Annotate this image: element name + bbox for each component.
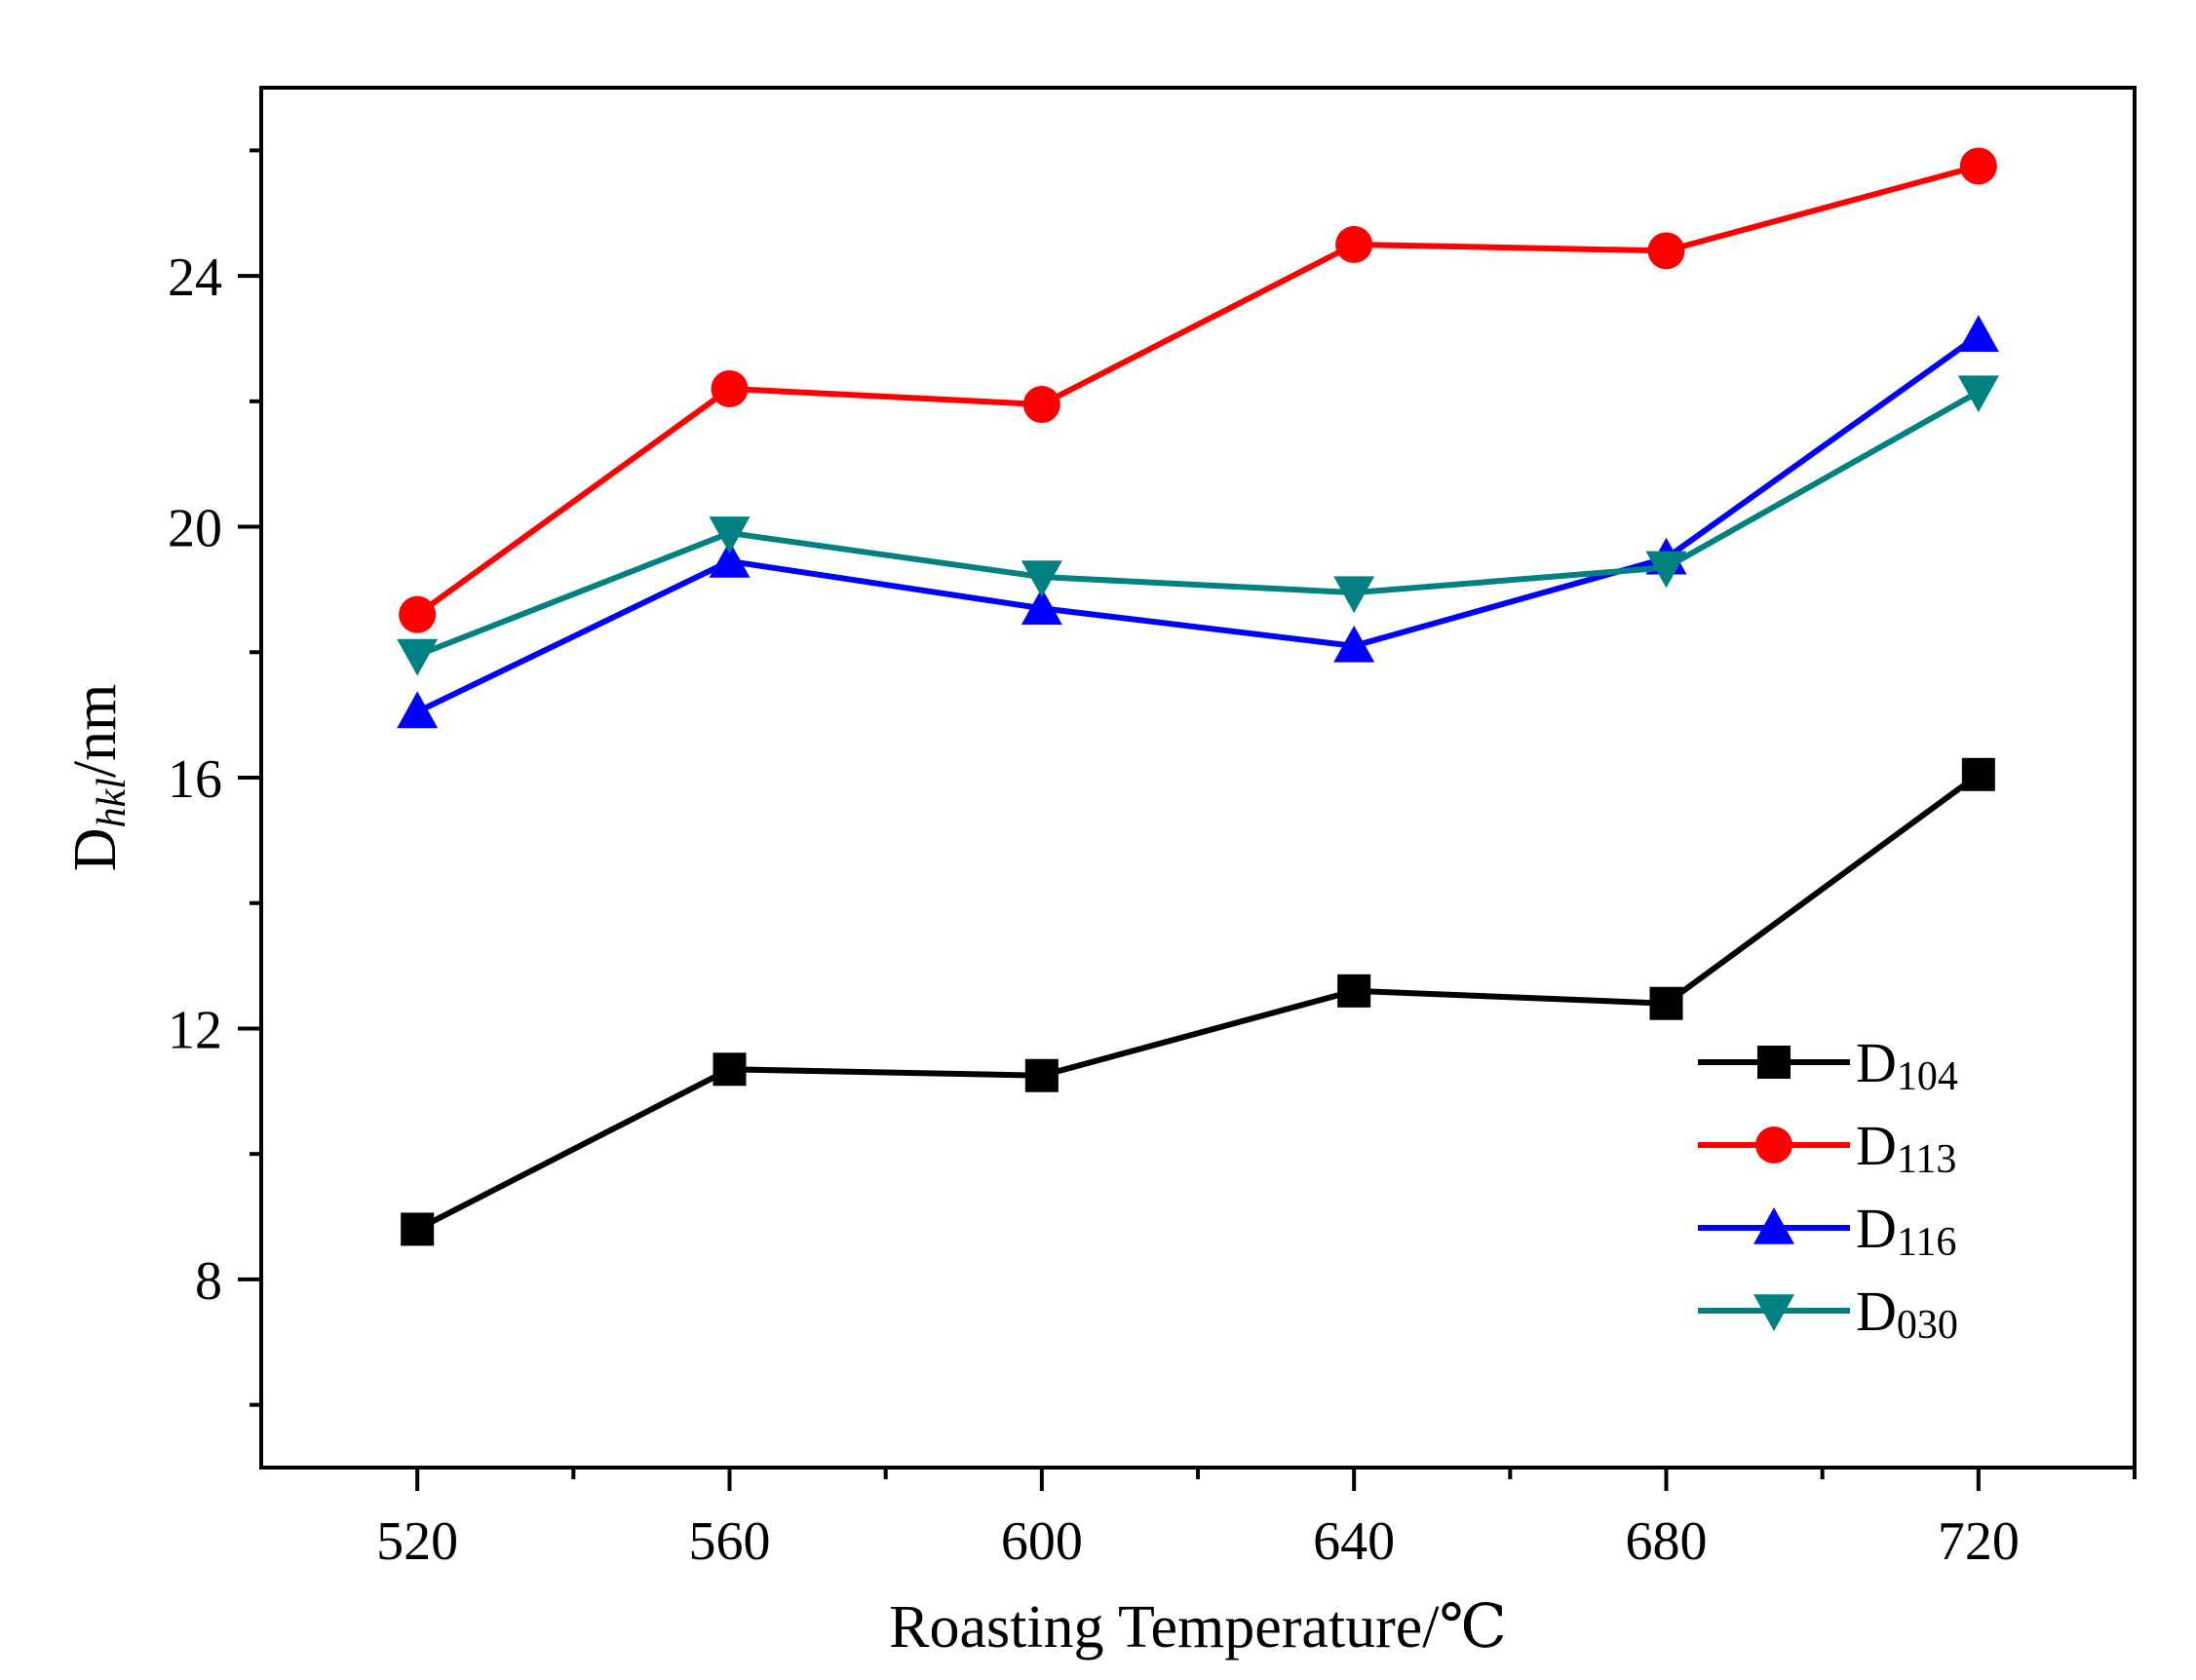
legend-swatch-marker: [1753, 1207, 1794, 1244]
series-layer: [397, 147, 1999, 1246]
legend-entry: D116: [1698, 1197, 1956, 1265]
series-D113: [399, 147, 1997, 633]
y-tick-label: 16: [168, 749, 222, 810]
data-point: [401, 1212, 435, 1246]
y-tick-label: 8: [195, 1251, 222, 1312]
data-point: [711, 369, 749, 407]
y-axis-title: Dhkl/nm: [62, 684, 135, 872]
data-point: [1021, 560, 1062, 598]
data-point: [397, 638, 439, 676]
data-point: [709, 540, 751, 578]
series-line: [415, 163, 1980, 618]
data-point: [1333, 625, 1375, 663]
data-point: [1957, 375, 1999, 413]
plot-frame: [259, 86, 2137, 1470]
x-tick-label: 720: [1938, 1511, 2020, 1572]
series-D030: [397, 375, 1999, 676]
legend-swatch-marker: [1755, 1126, 1792, 1164]
y-tick-label: 20: [168, 499, 222, 559]
x-tick-label: 680: [1626, 1511, 1708, 1572]
data-point: [709, 516, 751, 554]
y-axis-title-main: D: [62, 827, 129, 871]
legend-label: D113: [1856, 1114, 1956, 1182]
data-point: [1957, 315, 1999, 353]
data-point: [399, 595, 437, 633]
y-tick-label: 12: [168, 1000, 222, 1060]
plot-area: [259, 86, 2137, 1470]
x-axis: 520 560 600 640 680 720: [376, 1468, 2137, 1572]
legend-label: D030: [1856, 1279, 1958, 1348]
y-axis: 8 12 16 20 24: [168, 148, 261, 1407]
legend-swatch-marker: [1753, 1294, 1794, 1331]
data-point: [1959, 147, 1997, 185]
data-point: [713, 1052, 747, 1087]
x-tick-label: 560: [689, 1511, 771, 1572]
y-tick-label: 24: [168, 248, 222, 308]
data-point: [1649, 986, 1683, 1020]
x-axis-title: Roasting Temperature/℃: [889, 1594, 1507, 1661]
x-tick-label: 600: [1001, 1511, 1083, 1572]
data-point: [1647, 232, 1685, 270]
series-line: [416, 389, 1981, 659]
data-point: [1335, 225, 1373, 263]
legend-entry: D113: [1698, 1114, 1956, 1182]
x-tick-label: 640: [1313, 1511, 1395, 1572]
series-D116: [397, 315, 1999, 729]
data-point: [1337, 974, 1371, 1008]
data-point: [1024, 1058, 1059, 1092]
data-point: [1645, 551, 1687, 589]
data-point: [397, 691, 439, 729]
data-point: [1021, 588, 1062, 626]
data-point: [1022, 386, 1060, 424]
series-line: [415, 772, 1981, 1233]
data-point: [1333, 576, 1375, 614]
series-line: [415, 332, 1981, 715]
legend-entry: D104: [1698, 1031, 1958, 1099]
series-D104: [401, 757, 1995, 1246]
legend-entry: D030: [1698, 1279, 1958, 1348]
data-point: [1961, 757, 1995, 791]
y-axis-title-subscript: hkl: [90, 778, 135, 827]
legend-label: D104: [1856, 1031, 1958, 1099]
legend: D104 D113 D116 D030: [1698, 1031, 1958, 1348]
legend-swatch-marker: [1757, 1046, 1791, 1079]
y-axis-title-unit: /nm: [62, 684, 129, 778]
x-tick-label: 520: [376, 1511, 458, 1572]
legend-label: D116: [1856, 1197, 1956, 1265]
